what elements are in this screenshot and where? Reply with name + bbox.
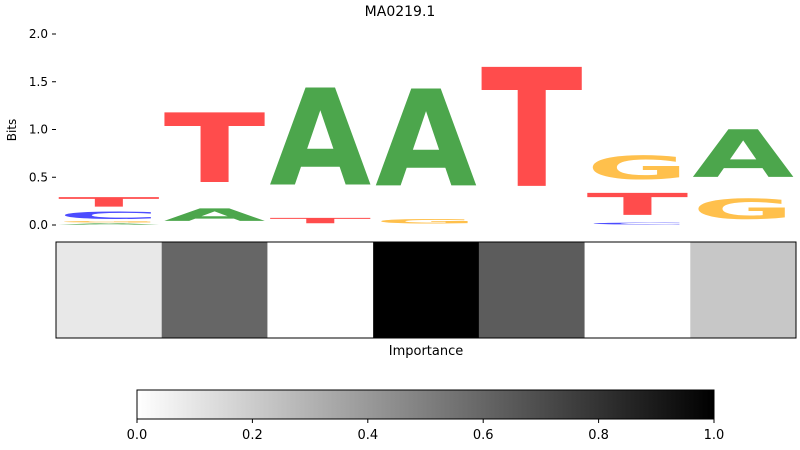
heatmap-cell [267, 242, 374, 338]
y-tick-label: 2.0 [29, 27, 48, 41]
logo-letter-C: C [58, 210, 160, 221]
heatmap-cell [584, 242, 691, 338]
y-tick-label: 1.0 [29, 123, 48, 137]
logo-letter-A: A [692, 117, 794, 193]
logo-letter-T: T [587, 187, 689, 222]
colorbar: 0.0 0.2 0.4 0.6 0.8 1.0 [127, 389, 725, 443]
colorbar-tick-label: 0.4 [357, 428, 378, 443]
chart-title: MA0219.1 [365, 4, 436, 20]
heatmap-cell [373, 242, 480, 338]
logo-letter-T: T [164, 94, 266, 205]
logo-letter-C: C [587, 222, 689, 225]
colorbar-tick-label: 0.2 [242, 428, 263, 443]
logo-letter-T: T [481, 34, 583, 224]
logo-letter-G: G [58, 221, 160, 223]
logo-letter-T: T [269, 216, 371, 225]
y-axis-label: Bits [5, 119, 19, 142]
logo-letter-G: G [692, 193, 794, 225]
logo-letter-A: A [58, 223, 160, 225]
y-axis-ticks: 0.0 0.5 1.0 1.5 2.0 [29, 27, 56, 232]
heatmap-cell [690, 242, 797, 338]
y-tick-label: 0.0 [29, 218, 48, 232]
colorbar-tick-label: 1.0 [704, 428, 725, 443]
logo-letter-G: G [587, 150, 689, 187]
heatmap-cell [56, 242, 163, 338]
logo-panel: MA0219.1 Bits 0.00.51.01.52.0 AGCTATTAGA… [5, 4, 794, 232]
heatmap-cell [478, 242, 586, 338]
logo-letter-T: T [58, 194, 160, 209]
heatmap-cells [56, 242, 797, 338]
colorbar-tick-label: 0.6 [473, 428, 494, 443]
colorbar-tick-label: 0.8 [588, 428, 609, 443]
y-tick-label: 1.5 [29, 75, 48, 89]
y-tick-label: 0.5 [29, 170, 48, 184]
colorbar-gradient [136, 389, 715, 420]
logo-letter-A: A [375, 63, 477, 218]
colorbar-ticks: 0.0 0.2 0.4 0.6 0.8 1.0 [127, 419, 725, 443]
importance-heatmap: Importance [55, 241, 797, 359]
heatmap-cell [161, 242, 268, 338]
heatmap-x-label: Importance [389, 344, 464, 359]
logo-letter-A: A [269, 62, 371, 217]
colorbar-tick-label: 0.0 [127, 428, 148, 443]
logo-letter-A: A [164, 205, 266, 225]
heatmap-frame [55, 241, 797, 339]
logo-letter-G: G [375, 217, 477, 225]
